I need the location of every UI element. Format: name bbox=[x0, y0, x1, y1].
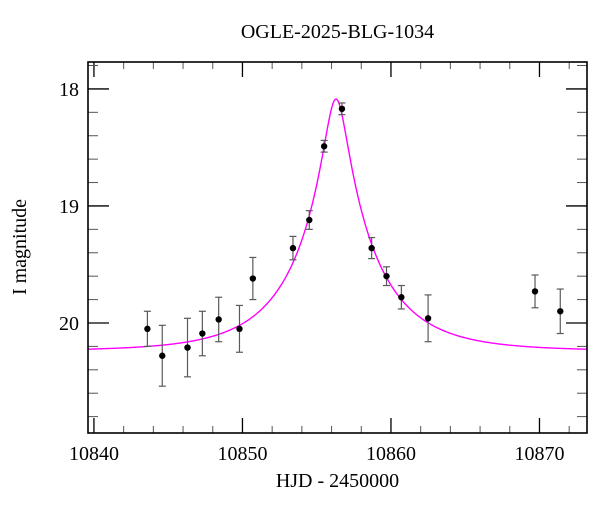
data-point bbox=[184, 344, 191, 351]
x-tick-label: 10870 bbox=[514, 443, 564, 465]
y-tick-label: 20 bbox=[59, 313, 79, 335]
data-point bbox=[159, 352, 166, 359]
model-curve bbox=[87, 98, 588, 350]
chart-title: OGLE-2025-BLG-1034 bbox=[240, 21, 435, 43]
data-point bbox=[215, 316, 222, 323]
data-point bbox=[557, 308, 564, 315]
data-point bbox=[398, 294, 405, 301]
data-point bbox=[236, 325, 243, 333]
plot-frame bbox=[87, 61, 588, 434]
data-point bbox=[320, 143, 328, 150]
y-tick-label: 19 bbox=[59, 196, 79, 218]
x-tick-label: 10840 bbox=[69, 443, 119, 465]
x-axis-label: HJD - 2450000 bbox=[275, 470, 400, 492]
data-point bbox=[199, 330, 206, 337]
y-axis-label: I magnitude bbox=[9, 198, 31, 296]
data-point bbox=[289, 244, 297, 252]
data-point bbox=[249, 275, 257, 282]
data-point bbox=[368, 244, 375, 252]
data-point bbox=[144, 325, 151, 333]
x-tick-label: 10850 bbox=[217, 443, 267, 465]
data-point bbox=[306, 216, 313, 224]
y-tick-label: 18 bbox=[59, 79, 79, 101]
x-tick-label: 10860 bbox=[366, 443, 416, 465]
data-point bbox=[383, 272, 390, 280]
data-point bbox=[531, 288, 539, 295]
data-point bbox=[338, 105, 346, 113]
data-point bbox=[424, 315, 432, 322]
